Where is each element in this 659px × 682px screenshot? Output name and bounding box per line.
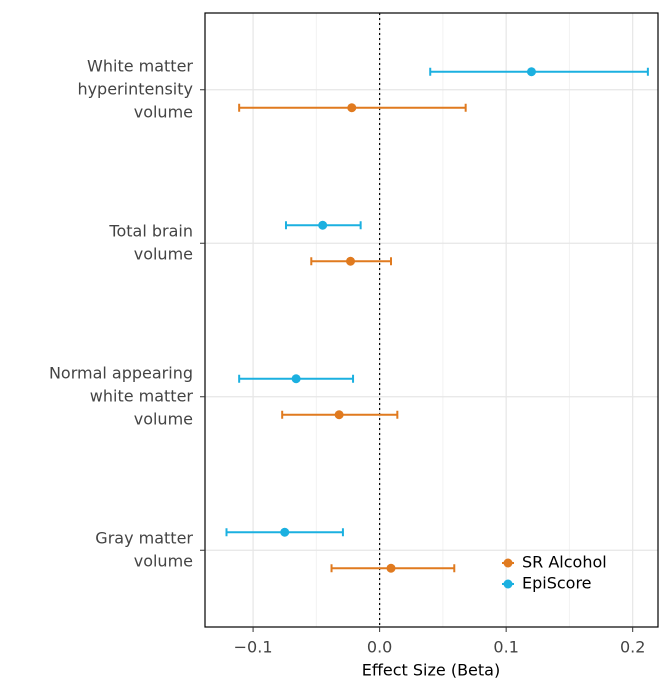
point xyxy=(291,374,301,384)
plot-border xyxy=(204,12,659,628)
legend-label: SR Alcohol xyxy=(522,553,607,572)
y-tick-label: white matter xyxy=(90,386,194,405)
y-tick-label: volume xyxy=(134,551,193,570)
y-tick-label: Gray matter xyxy=(95,528,193,547)
y-tick-label: Normal appearing xyxy=(49,363,193,382)
legend-label: EpiScore xyxy=(522,574,592,593)
y-tick-label: hyperintensity xyxy=(77,79,193,98)
legend-marker xyxy=(503,558,513,568)
x-tick-label: 0.0 xyxy=(367,638,392,657)
legend-marker xyxy=(503,579,513,589)
x-tick-label: −0.1 xyxy=(234,638,273,657)
point xyxy=(347,103,357,113)
point xyxy=(526,67,536,77)
point xyxy=(386,563,396,573)
x-axis-label: Effect Size (Beta) xyxy=(362,661,500,680)
point xyxy=(280,527,290,537)
x-tick-label: 0.1 xyxy=(493,638,518,657)
point xyxy=(334,410,344,420)
y-tick-label: White matter xyxy=(87,56,193,75)
y-tick-label: Total brain xyxy=(108,221,193,240)
x-tick-label: 0.2 xyxy=(620,638,645,657)
y-tick-label: volume xyxy=(134,244,193,263)
point xyxy=(318,220,328,230)
y-tick-label: volume xyxy=(134,409,193,428)
point xyxy=(346,256,356,266)
y-tick-label: volume xyxy=(134,102,193,121)
